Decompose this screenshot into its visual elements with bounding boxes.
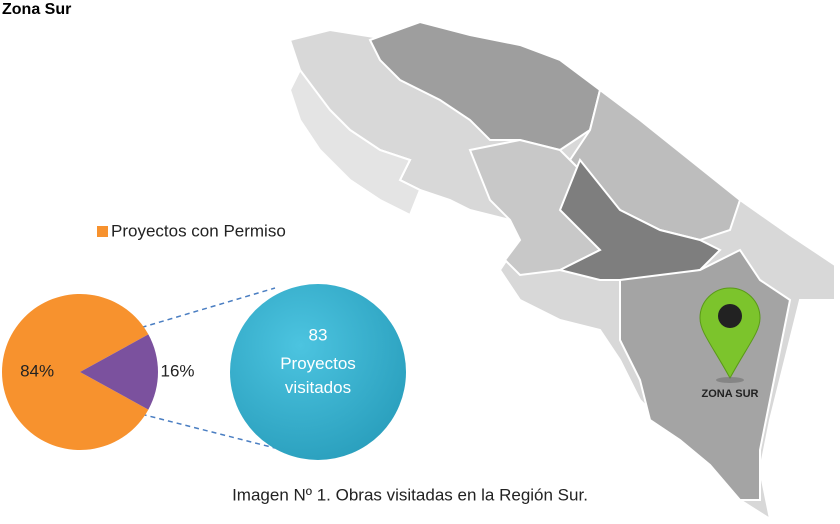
map-label: ZONA SUR <box>701 388 758 400</box>
map <box>288 18 836 522</box>
legend-label: Proyectos con Permiso <box>111 221 286 240</box>
caption: Imagen Nº 1. Obras visitadas en la Regió… <box>232 485 588 504</box>
callout-box: Proyectos visitados <box>280 354 356 397</box>
legend-swatch <box>97 226 108 237</box>
callout-value: 83 <box>309 325 328 344</box>
pie-slice <box>1 294 149 450</box>
connector <box>132 287 276 331</box>
map-pin <box>699 287 761 383</box>
callout-label: Proyectos visitados <box>280 354 356 397</box>
title: Zona Sur <box>2 1 71 18</box>
connector <box>132 411 276 449</box>
data-label: 84% <box>20 361 54 380</box>
data-label: 16% <box>160 361 194 380</box>
callout-circle <box>230 284 406 460</box>
pie-slice <box>80 334 158 410</box>
